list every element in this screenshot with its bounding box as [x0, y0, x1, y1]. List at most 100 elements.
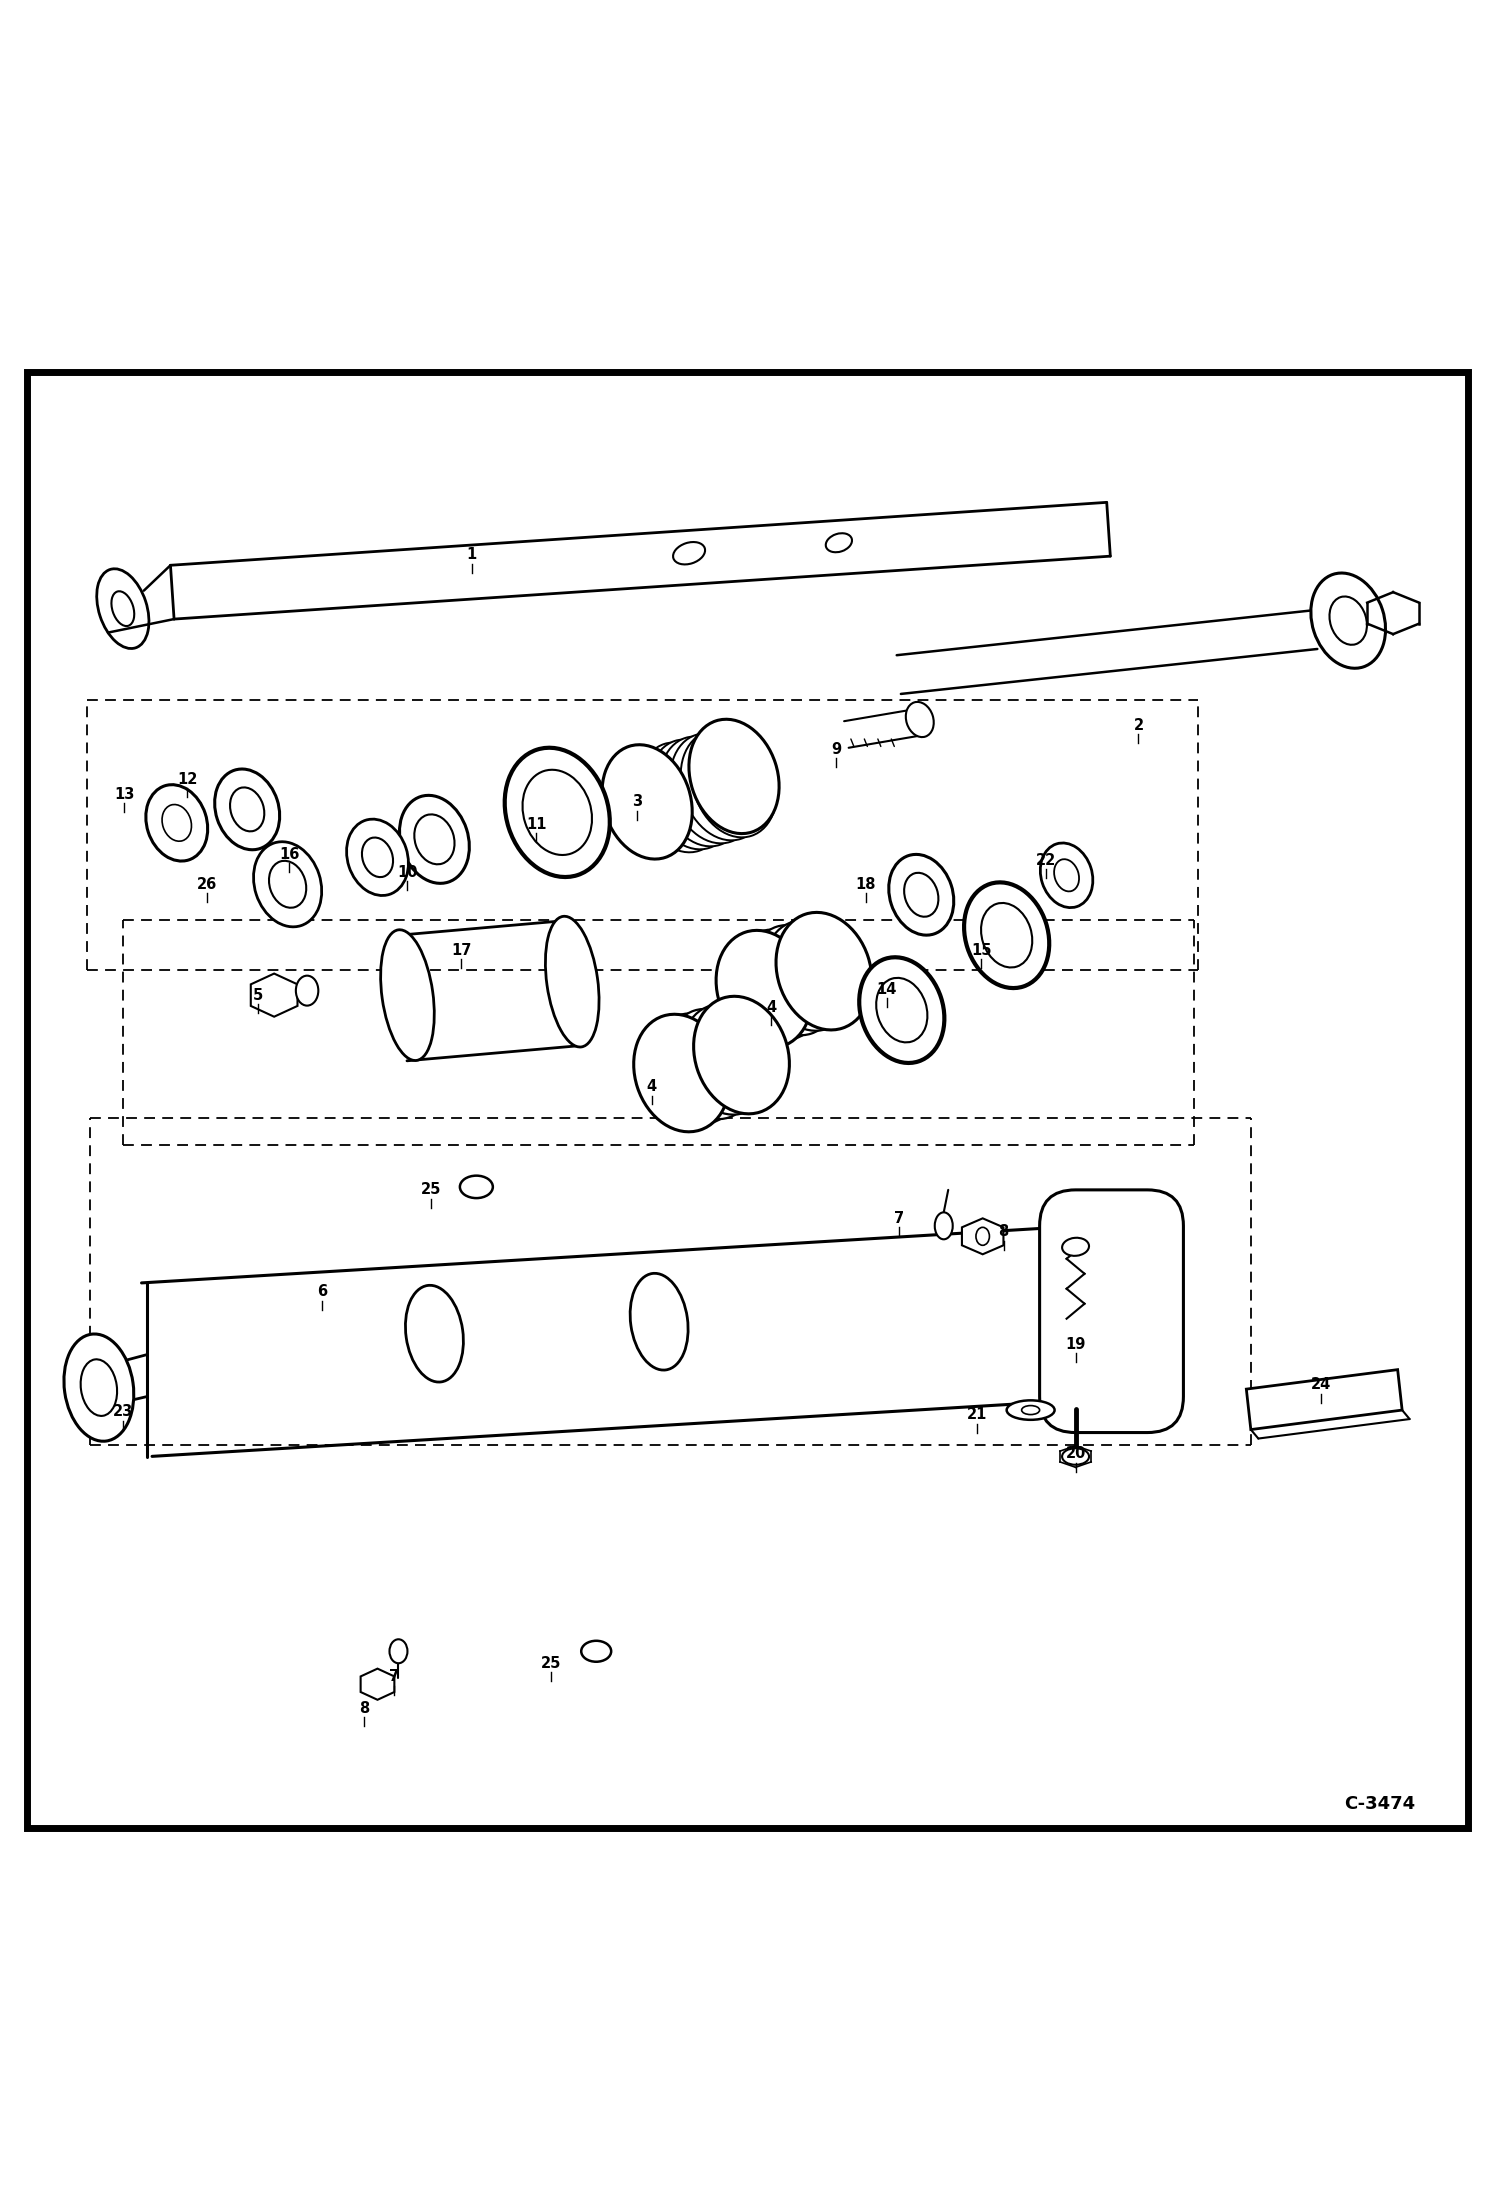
Ellipse shape [400, 796, 469, 884]
Ellipse shape [1007, 1400, 1055, 1420]
Text: 4: 4 [647, 1079, 656, 1095]
Ellipse shape [1055, 860, 1079, 891]
Ellipse shape [694, 996, 789, 1115]
Text: 4: 4 [767, 1000, 776, 1014]
Text: 1: 1 [467, 546, 476, 562]
Ellipse shape [214, 770, 280, 849]
Text: 3: 3 [632, 794, 641, 810]
Ellipse shape [689, 720, 779, 834]
Polygon shape [1246, 1369, 1402, 1430]
Ellipse shape [638, 742, 725, 851]
FancyBboxPatch shape [1040, 1189, 1183, 1433]
Ellipse shape [389, 1639, 407, 1663]
Polygon shape [962, 1218, 1004, 1255]
Text: 11: 11 [526, 816, 547, 832]
Ellipse shape [111, 590, 135, 625]
Ellipse shape [1040, 842, 1094, 908]
Ellipse shape [637, 1018, 727, 1128]
Ellipse shape [97, 568, 148, 649]
Ellipse shape [270, 860, 306, 908]
Ellipse shape [764, 921, 854, 1031]
Ellipse shape [602, 744, 692, 860]
Ellipse shape [749, 926, 839, 1036]
Ellipse shape [145, 785, 208, 860]
Ellipse shape [716, 930, 812, 1049]
Ellipse shape [1062, 1448, 1089, 1466]
Text: C-3474: C-3474 [1345, 1795, 1416, 1812]
Ellipse shape [776, 913, 872, 1029]
Ellipse shape [719, 935, 809, 1044]
Text: 22: 22 [1035, 853, 1056, 869]
Text: 19: 19 [1065, 1336, 1086, 1352]
Ellipse shape [1022, 1406, 1040, 1415]
Ellipse shape [545, 917, 599, 1047]
Ellipse shape [253, 842, 322, 926]
Ellipse shape [1330, 597, 1366, 645]
Ellipse shape [652, 1014, 742, 1123]
Ellipse shape [505, 748, 610, 878]
Ellipse shape [691, 728, 777, 838]
Ellipse shape [406, 1286, 463, 1382]
Text: 17: 17 [451, 943, 472, 959]
Ellipse shape [1311, 573, 1386, 669]
Ellipse shape [162, 805, 192, 840]
Ellipse shape [734, 930, 824, 1040]
Ellipse shape [81, 1360, 117, 1415]
Ellipse shape [860, 957, 944, 1062]
Ellipse shape [906, 702, 933, 737]
Text: 6: 6 [318, 1283, 327, 1299]
Ellipse shape [682, 1005, 771, 1115]
Ellipse shape [460, 1176, 493, 1198]
Ellipse shape [935, 1213, 953, 1240]
Ellipse shape [380, 930, 434, 1060]
Ellipse shape [905, 873, 938, 917]
Text: 10: 10 [397, 864, 418, 880]
Ellipse shape [634, 1014, 730, 1132]
Ellipse shape [1062, 1237, 1089, 1255]
Ellipse shape [697, 1000, 786, 1110]
Text: 8: 8 [360, 1700, 369, 1716]
Text: 15: 15 [971, 943, 992, 959]
Text: 13: 13 [114, 788, 135, 801]
Ellipse shape [670, 733, 756, 842]
Ellipse shape [667, 1009, 756, 1119]
Text: 20: 20 [1065, 1446, 1086, 1461]
Ellipse shape [631, 1273, 688, 1369]
Text: 2: 2 [1134, 717, 1143, 733]
Polygon shape [250, 974, 298, 1016]
Text: 14: 14 [876, 981, 897, 996]
Ellipse shape [888, 853, 954, 935]
Ellipse shape [295, 976, 318, 1005]
Text: 25: 25 [541, 1656, 562, 1672]
Ellipse shape [649, 739, 736, 849]
Ellipse shape [680, 731, 767, 840]
Ellipse shape [346, 818, 409, 895]
Text: 12: 12 [177, 772, 198, 788]
Ellipse shape [825, 533, 852, 553]
Ellipse shape [581, 1641, 611, 1661]
Ellipse shape [64, 1334, 133, 1441]
Ellipse shape [231, 788, 264, 832]
Text: 7: 7 [389, 1670, 398, 1685]
Text: 7: 7 [894, 1211, 903, 1226]
Text: 21: 21 [966, 1406, 987, 1422]
Polygon shape [361, 1670, 394, 1700]
Ellipse shape [876, 979, 927, 1042]
Text: 25: 25 [421, 1183, 442, 1198]
Text: 24: 24 [1311, 1378, 1332, 1393]
Ellipse shape [977, 1226, 990, 1246]
Text: 8: 8 [999, 1224, 1008, 1240]
Text: 9: 9 [831, 742, 840, 757]
Ellipse shape [415, 814, 454, 864]
Ellipse shape [981, 904, 1032, 968]
Ellipse shape [779, 917, 869, 1027]
Ellipse shape [965, 882, 1049, 987]
Ellipse shape [673, 542, 706, 564]
Ellipse shape [363, 838, 392, 878]
Text: 16: 16 [279, 847, 300, 862]
Ellipse shape [659, 737, 746, 847]
Text: 23: 23 [112, 1404, 133, 1420]
Text: 18: 18 [855, 878, 876, 891]
Ellipse shape [523, 770, 592, 856]
Text: 5: 5 [253, 987, 262, 1003]
